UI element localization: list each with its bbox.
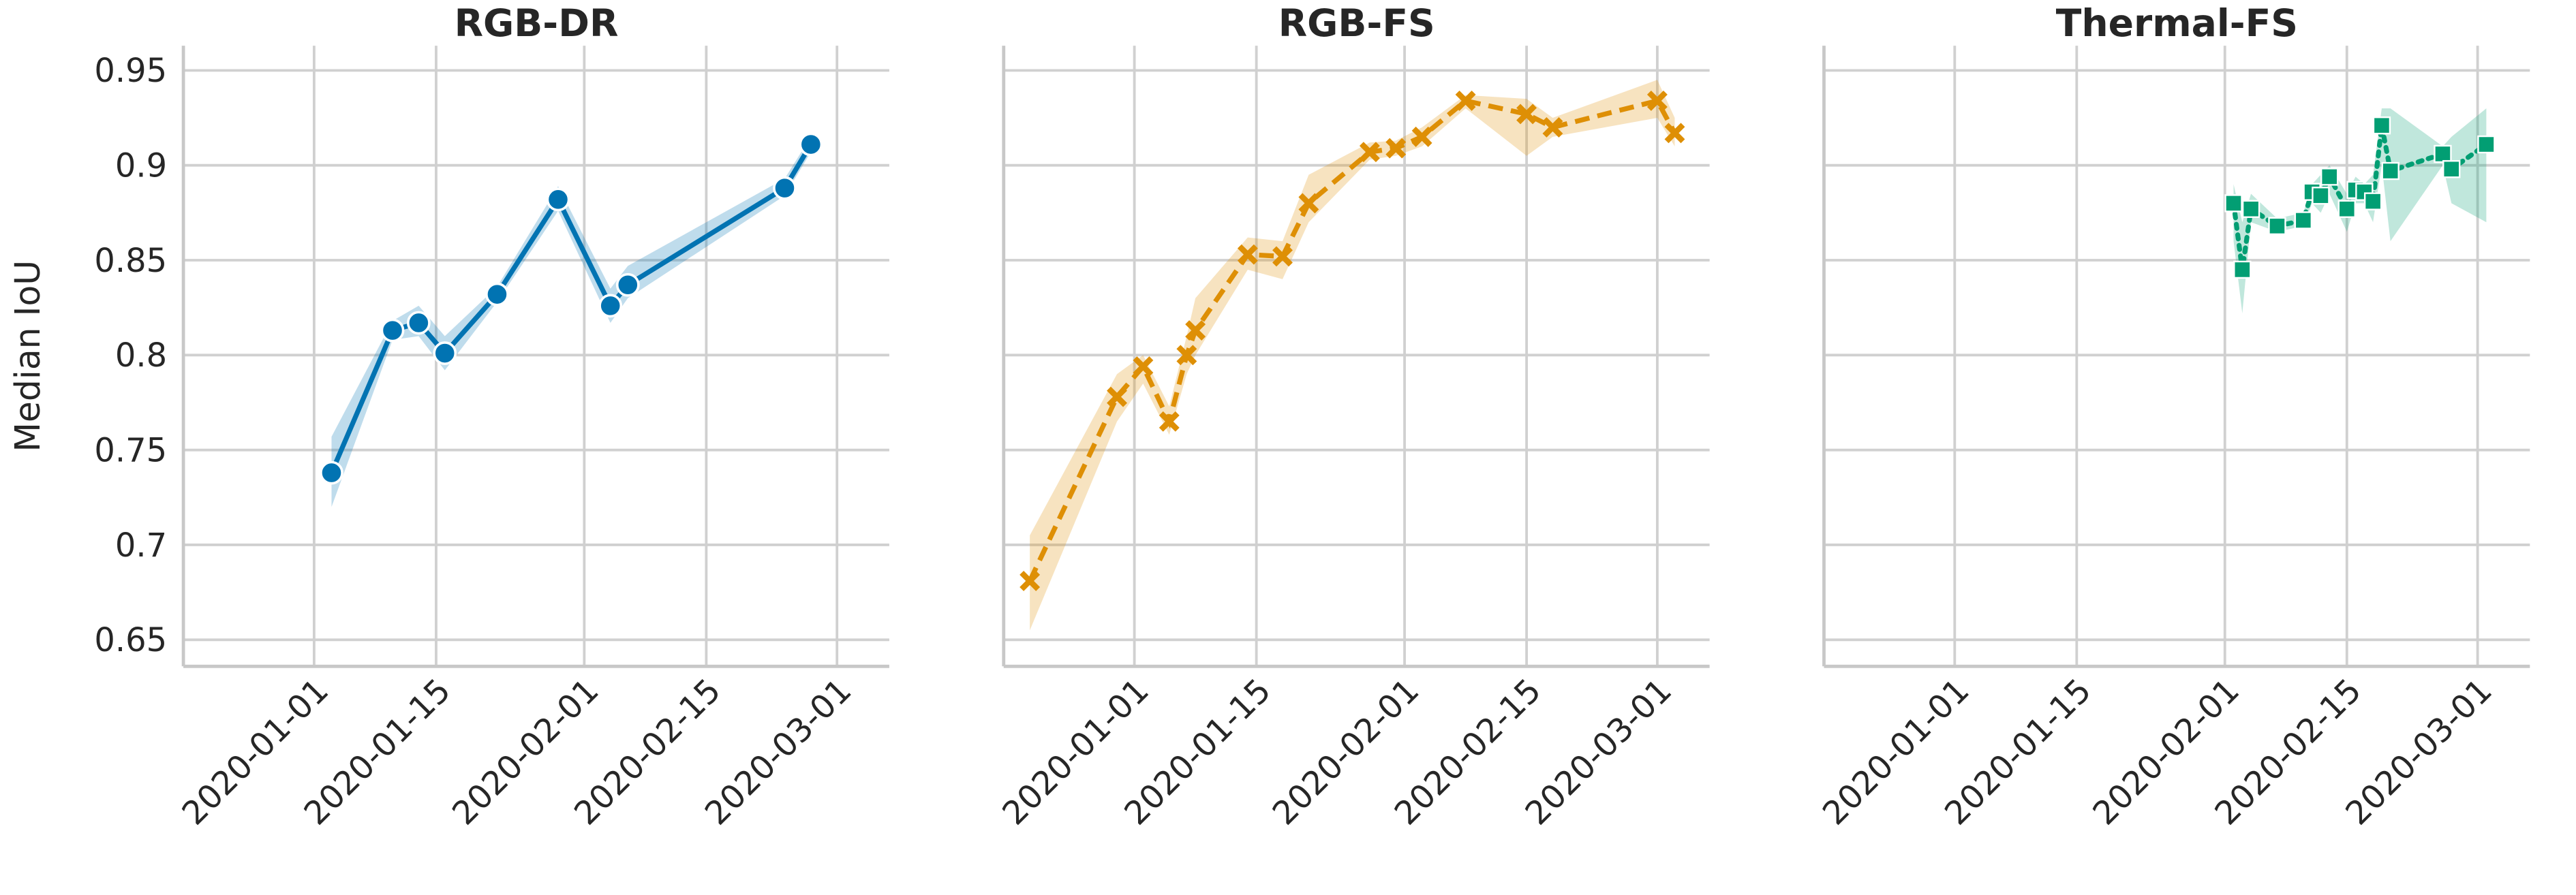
marker xyxy=(1298,193,1319,214)
marker xyxy=(1542,116,1563,138)
marker xyxy=(1646,90,1668,111)
marker xyxy=(2434,144,2452,163)
marker xyxy=(773,176,797,200)
marker xyxy=(1133,356,1154,377)
marker xyxy=(1455,90,1476,111)
line xyxy=(329,143,813,474)
y-tick-label: 0.95 xyxy=(94,52,167,90)
marker xyxy=(2241,200,2260,218)
panel-title: RGB-FS xyxy=(1278,2,1435,46)
marker xyxy=(320,460,343,485)
marker xyxy=(1019,570,1041,591)
marker xyxy=(2294,211,2313,230)
marker xyxy=(598,294,623,318)
marker xyxy=(406,311,431,335)
marker xyxy=(2312,187,2330,205)
marker xyxy=(2337,200,2356,218)
marker xyxy=(1185,320,1206,341)
marker xyxy=(380,318,405,343)
marker xyxy=(546,187,570,212)
marker xyxy=(1359,142,1380,163)
marker xyxy=(2442,160,2461,178)
marker xyxy=(1237,244,1258,265)
y-tick-label: 0.9 xyxy=(115,146,167,185)
panel-title: RGB-DR xyxy=(455,2,619,46)
marker xyxy=(2372,116,2391,135)
marker xyxy=(1272,246,1293,267)
marker xyxy=(2268,217,2286,236)
marker xyxy=(1385,138,1407,159)
marker xyxy=(1159,411,1180,432)
marker xyxy=(2381,161,2399,180)
y-tick-label: 0.7 xyxy=(115,527,167,565)
y-tick-label: 0.85 xyxy=(94,242,167,280)
marker xyxy=(615,272,640,297)
marker xyxy=(2224,194,2243,213)
marker xyxy=(1664,123,1685,144)
marker xyxy=(433,341,457,365)
y-tick-label: 0.65 xyxy=(94,621,167,659)
confidence-band xyxy=(2233,108,2487,314)
marker xyxy=(1516,104,1537,125)
marker xyxy=(2233,260,2252,279)
panel-title: Thermal-FS xyxy=(2056,2,2298,46)
marker xyxy=(2320,168,2339,186)
marker xyxy=(2363,192,2382,210)
y-axis-label: Median IoU xyxy=(7,260,48,452)
marker xyxy=(1107,386,1127,407)
marker xyxy=(1176,345,1197,366)
marker xyxy=(1411,126,1432,147)
y-tick-label: 0.75 xyxy=(94,431,167,469)
marker xyxy=(2477,135,2496,154)
marker xyxy=(485,282,509,307)
y-tick-label: 0.8 xyxy=(115,336,167,375)
marker xyxy=(799,132,823,157)
confidence-band xyxy=(331,136,811,507)
